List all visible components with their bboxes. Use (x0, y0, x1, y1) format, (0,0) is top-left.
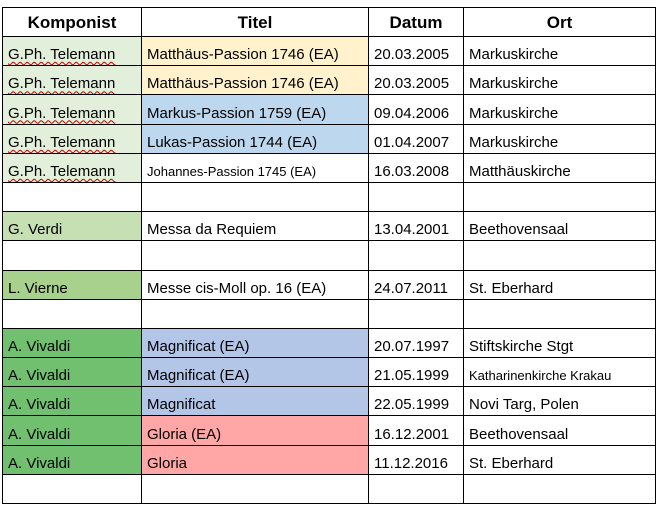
cell-datum: 20.03.2005 (368, 65, 464, 96)
table-row: A. Vivaldi Gloria (EA) 16.12.2001 Beetho… (2, 415, 656, 446)
cell-ort: Markuskirche (463, 65, 656, 96)
cell-titel: Markus-Passion 1759 (EA) (141, 94, 369, 125)
cell-ort: Markuskirche (463, 123, 656, 154)
cell-titel: Lukas-Passion 1744 (EA) (141, 123, 369, 154)
cell-titel: Messa da Requiem (141, 211, 369, 242)
cell-datum: 11.12.2016 (368, 444, 464, 475)
cell-komponist: G.Ph. Telemann (2, 65, 142, 96)
cell-ort: Markuskirche (463, 35, 656, 67)
header-ort: Ort (463, 7, 656, 37)
table-row: A. Vivaldi Magnificat 22.05.1999 Novi Ta… (2, 386, 656, 417)
cell-ort: Novi Targ, Polen (463, 386, 656, 417)
cell-titel (141, 298, 369, 329)
table-row: A. Vivaldi Magnificat (EA) 21.05.1999 Ka… (2, 357, 656, 388)
cell-komponist: G.Ph. Telemann (2, 152, 142, 183)
cell-datum: 21.05.1999 (368, 357, 464, 388)
table-row: G.Ph. Telemann Matthäus-Passion 1746 (EA… (2, 35, 656, 67)
header-datum: Datum (368, 7, 464, 37)
cell-ort: Markuskirche (463, 94, 656, 125)
cell-ort: St. Eberhard (463, 444, 656, 475)
cell-komponist: A. Vivaldi (2, 444, 142, 475)
komponist-text: G.Ph. Telemann (8, 133, 116, 151)
cell-ort: St. Eberhard (463, 269, 656, 300)
cell-datum: 09.04.2006 (368, 94, 464, 125)
cell-datum (368, 298, 464, 329)
cell-datum (368, 240, 464, 271)
table-row: G.Ph. Telemann Johannes-Passion 1745 (EA… (2, 152, 656, 183)
cell-komponist: G.Ph. Telemann (2, 123, 142, 154)
cell-ort (463, 298, 656, 329)
table-row: A. Vivaldi Magnificat (EA) 20.07.1997 St… (2, 327, 656, 359)
cell-titel: Gloria (141, 444, 369, 475)
cell-titel (141, 240, 369, 271)
cell-komponist: A. Vivaldi (2, 386, 142, 417)
cell-titel: Magnificat (EA) (141, 357, 369, 388)
komponist-text: G.Ph. Telemann (8, 162, 116, 180)
cell-datum: 22.05.1999 (368, 386, 464, 417)
cell-ort (463, 473, 656, 505)
cell-datum (368, 181, 464, 213)
cell-komponist (2, 181, 142, 213)
cell-ort (463, 240, 656, 271)
header-titel: Titel (141, 7, 369, 37)
cell-ort: Katharinenkirche Krakau (463, 357, 656, 388)
table-row-empty (2, 240, 656, 271)
table-row-empty (2, 298, 656, 329)
cell-datum: 24.07.2011 (368, 269, 464, 300)
table-row-empty (2, 473, 656, 505)
table-row: G.Ph. Telemann Lukas-Passion 1744 (EA) 0… (2, 123, 656, 154)
cell-titel (141, 473, 369, 505)
cell-komponist: G.Ph. Telemann (2, 35, 142, 67)
header-komponist: Komponist (2, 7, 142, 37)
table-row: G.Ph. Telemann Markus-Passion 1759 (EA) … (2, 94, 656, 125)
cell-komponist: G.Ph. Telemann (2, 94, 142, 125)
cell-titel: Johannes-Passion 1745 (EA) (141, 152, 369, 183)
cell-ort (463, 181, 656, 213)
cell-komponist: A. Vivaldi (2, 415, 142, 446)
cell-datum: 20.03.2005 (368, 35, 464, 67)
cell-datum: 16.12.2001 (368, 415, 464, 446)
cell-titel: Matthäus-Passion 1746 (EA) (141, 35, 369, 67)
cell-titel: Gloria (EA) (141, 415, 369, 446)
cell-titel: Matthäus-Passion 1746 (EA) (141, 65, 369, 96)
cell-titel: Messe cis-Moll op. 16 (EA) (141, 269, 369, 300)
cell-datum (368, 473, 464, 505)
cell-komponist (2, 298, 142, 329)
cell-ort: Beethovensaal (463, 211, 656, 242)
cell-komponist: A. Vivaldi (2, 357, 142, 388)
cell-titel: Magnificat (EA) (141, 327, 369, 359)
cell-datum: 13.04.2001 (368, 211, 464, 242)
cell-komponist: G. Verdi (2, 211, 142, 242)
cell-komponist: A. Vivaldi (2, 327, 142, 359)
cell-komponist (2, 240, 142, 271)
cell-titel (141, 181, 369, 213)
komponist-text: G.Ph. Telemann (8, 104, 116, 122)
cell-komponist (2, 473, 142, 505)
komponist-text: G.Ph. Telemann (8, 46, 116, 64)
cell-datum: 20.07.1997 (368, 327, 464, 359)
cell-ort: Beethovensaal (463, 415, 656, 446)
table-row: L. Vierne Messe cis-Moll op. 16 (EA) 24.… (2, 269, 656, 300)
table-row: G.Ph. Telemann Matthäus-Passion 1746 (EA… (2, 65, 656, 96)
cell-ort: Matthäuskirche (463, 152, 656, 183)
concert-table: Komponist Titel Datum Ort G.Ph. Telemann… (2, 7, 656, 505)
header-row: Komponist Titel Datum Ort (2, 7, 656, 37)
cell-ort: Stiftskirche Stgt (463, 327, 656, 359)
table-row-empty (2, 181, 656, 213)
cell-datum: 16.03.2008 (368, 152, 464, 183)
cell-datum: 01.04.2007 (368, 123, 464, 154)
komponist-text: G.Ph. Telemann (8, 75, 116, 93)
cell-titel: Magnificat (141, 386, 369, 417)
cell-komponist: L. Vierne (2, 269, 142, 300)
table-row: G. Verdi Messa da Requiem 13.04.2001 Bee… (2, 211, 656, 242)
table-row: A. Vivaldi Gloria 11.12.2016 St. Eberhar… (2, 444, 656, 475)
